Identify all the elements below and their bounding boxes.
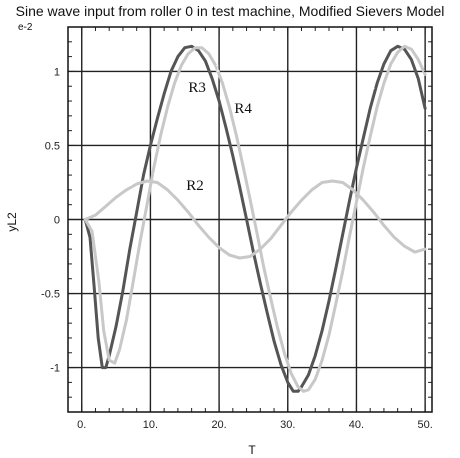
x-tick-label: 40. [349,419,364,431]
x-tick-label: 10. [143,419,158,431]
x-axis-label: T [248,443,256,457]
series-line-3 [83,179,427,260]
plot-frame [67,26,433,413]
point-markers: 1 3 1 2 [127,63,375,188]
y-axis-label: yL2 [5,212,19,232]
annotations: R3 R4 R2 [186,80,252,194]
curve-annotation: R2 [186,178,204,194]
point-marker: 2 [369,81,375,92]
chart-title: Sine wave input from roller 0 in test ma… [15,3,445,19]
y-exponent-label: e-2 [18,22,33,33]
x-tick-label: 20. [211,419,226,431]
point-marker: 1 [215,63,221,74]
x-tick-label: 0. [77,419,86,431]
y-tick-label: 0.5 [45,140,60,152]
y-tick-label: -0.5 [41,289,60,301]
curve-annotation: R3 [188,80,206,96]
series-line-2 [83,44,427,393]
point-marker: 1 [127,177,133,188]
point-marker: 3 [153,172,159,183]
series-layer [83,44,427,393]
y-tick-label: 0 [54,215,60,227]
x-tick-label: 30. [280,419,295,431]
y-tick-label: -1 [50,363,60,375]
grid [68,27,432,412]
x-tick-label: 50. [417,419,432,431]
curve-annotation: R4 [234,101,252,117]
y-tick-label: 1 [54,66,60,78]
series-line-1 [83,44,427,393]
